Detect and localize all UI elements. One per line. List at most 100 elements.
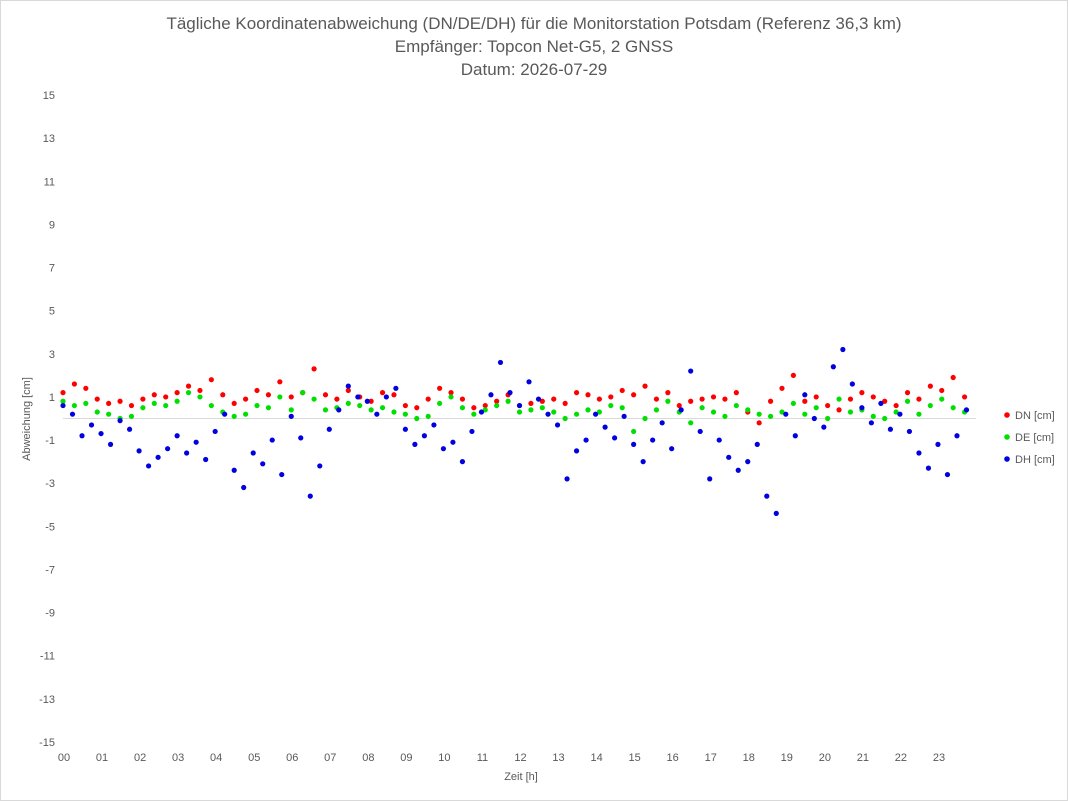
data-point bbox=[669, 446, 675, 452]
data-point bbox=[379, 405, 386, 411]
data-point bbox=[676, 402, 682, 409]
data-point bbox=[767, 413, 774, 419]
data-point bbox=[813, 405, 819, 411]
data-point bbox=[535, 396, 542, 402]
data-point bbox=[322, 407, 329, 413]
data-point bbox=[106, 411, 112, 417]
y-tick-label: 15 bbox=[43, 90, 55, 102]
data-point bbox=[716, 437, 722, 443]
data-point bbox=[459, 459, 466, 465]
x-tick-label: 01 bbox=[96, 752, 108, 764]
x-tick-label: 02 bbox=[134, 752, 146, 764]
data-point bbox=[961, 394, 968, 400]
data-point bbox=[459, 405, 466, 411]
data-point bbox=[954, 433, 960, 439]
y-tick-label: -5 bbox=[45, 521, 55, 533]
data-point bbox=[754, 441, 760, 447]
data-point bbox=[117, 418, 123, 424]
data-point bbox=[471, 405, 477, 411]
data-point bbox=[288, 407, 294, 413]
data-point bbox=[608, 394, 614, 400]
legend-entry: DE [cm] bbox=[1015, 432, 1054, 444]
data-point bbox=[71, 402, 78, 409]
data-point bbox=[840, 346, 846, 353]
data-point bbox=[488, 392, 494, 398]
data-point bbox=[421, 433, 427, 439]
data-point bbox=[241, 484, 247, 491]
data-point bbox=[745, 407, 751, 413]
data-point bbox=[893, 402, 899, 409]
data-point bbox=[642, 415, 648, 422]
data-point bbox=[71, 381, 78, 387]
data-point bbox=[425, 413, 431, 419]
data-point bbox=[950, 374, 956, 381]
data-point bbox=[733, 402, 739, 409]
x-tick-label: 00 bbox=[58, 752, 70, 764]
data-point bbox=[402, 411, 408, 417]
data-point bbox=[939, 396, 945, 402]
data-point bbox=[583, 437, 589, 443]
data-point bbox=[471, 411, 477, 417]
data-point bbox=[220, 392, 226, 398]
data-point bbox=[437, 385, 443, 391]
data-point bbox=[779, 409, 785, 415]
data-point bbox=[821, 424, 827, 430]
data-point bbox=[710, 394, 717, 400]
data-point bbox=[414, 415, 420, 422]
chart-title-line-2: Empfänger: Topcon Net-G5, 2 GNSS bbox=[395, 37, 673, 56]
x-tick-label: 11 bbox=[477, 752, 488, 764]
data-point bbox=[707, 476, 713, 482]
data-point bbox=[254, 387, 260, 394]
data-point bbox=[882, 398, 888, 404]
data-point bbox=[790, 372, 797, 378]
legend: DN [cm] DE [cm] DH [cm] bbox=[1004, 410, 1055, 466]
data-point bbox=[619, 387, 625, 394]
data-point bbox=[551, 409, 557, 415]
data-point bbox=[165, 446, 171, 452]
data-point bbox=[231, 467, 237, 473]
data-point bbox=[364, 398, 370, 404]
data-point bbox=[802, 411, 808, 417]
data-point bbox=[631, 392, 637, 398]
data-point bbox=[402, 426, 408, 432]
data-point bbox=[554, 422, 561, 428]
data-point bbox=[573, 390, 580, 396]
y-tick-label: 7 bbox=[49, 263, 55, 275]
chart-title: Tägliche Koordinatenabweichung (DN/DE/DH… bbox=[166, 14, 901, 79]
data-point bbox=[440, 446, 447, 452]
data-point bbox=[539, 405, 545, 411]
data-point bbox=[764, 493, 770, 499]
data-point bbox=[621, 413, 627, 419]
data-point bbox=[277, 394, 283, 400]
data-point bbox=[507, 390, 513, 396]
x-tick-label: 13 bbox=[552, 752, 564, 764]
data-point bbox=[825, 402, 831, 409]
data-point bbox=[847, 396, 854, 402]
x-tick-label: 12 bbox=[514, 752, 526, 764]
data-point bbox=[208, 377, 214, 383]
data-point bbox=[357, 402, 363, 409]
data-point bbox=[619, 405, 625, 411]
data-point bbox=[697, 428, 703, 435]
data-point bbox=[448, 390, 454, 396]
data-point bbox=[469, 428, 475, 435]
x-tick-label: 17 bbox=[705, 752, 717, 764]
data-point bbox=[612, 435, 618, 441]
x-tick-label: 10 bbox=[438, 752, 450, 764]
data-point bbox=[254, 402, 260, 409]
data-point bbox=[516, 409, 523, 415]
data-point bbox=[184, 450, 190, 456]
data-point bbox=[602, 424, 608, 430]
data-point bbox=[688, 368, 694, 374]
x-tick-label: 16 bbox=[667, 752, 679, 764]
data-point bbox=[859, 390, 865, 396]
series-1-points bbox=[60, 366, 968, 426]
data-point bbox=[383, 394, 389, 400]
y-tick-label: -3 bbox=[45, 478, 55, 490]
data-point bbox=[379, 390, 386, 396]
x-tick-label: 09 bbox=[400, 752, 412, 764]
data-point bbox=[300, 390, 306, 396]
data-point bbox=[265, 405, 272, 411]
data-point bbox=[830, 364, 836, 370]
